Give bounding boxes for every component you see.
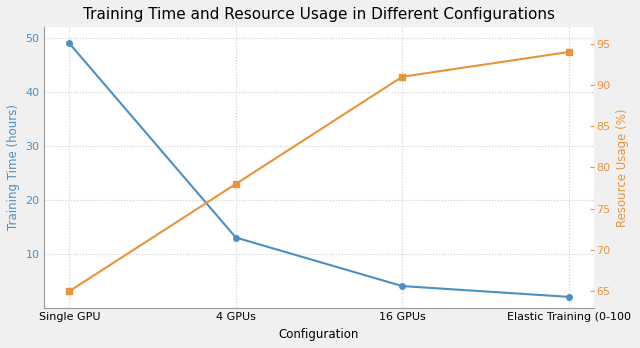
- Y-axis label: Resource Usage (%): Resource Usage (%): [616, 108, 629, 227]
- Title: Training Time and Resource Usage in Different Configurations: Training Time and Resource Usage in Diff…: [83, 7, 555, 22]
- X-axis label: Configuration: Configuration: [279, 328, 359, 341]
- Y-axis label: Training Time (hours): Training Time (hours): [7, 104, 20, 230]
